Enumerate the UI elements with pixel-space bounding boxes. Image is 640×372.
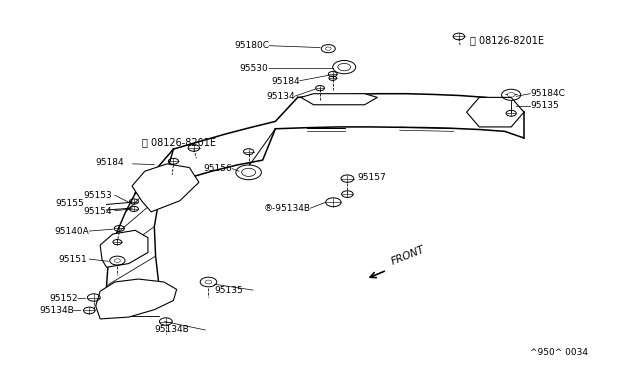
Text: ^950^ 0034: ^950^ 0034 bbox=[531, 349, 588, 357]
Text: 95134B: 95134B bbox=[40, 306, 74, 315]
Text: 95157: 95157 bbox=[357, 173, 386, 182]
Text: Ⓑ 08126-8201E: Ⓑ 08126-8201E bbox=[141, 137, 216, 147]
Text: Ⓑ 08126-8201E: Ⓑ 08126-8201E bbox=[470, 35, 544, 45]
Text: 95180C: 95180C bbox=[234, 41, 269, 50]
Text: 95530: 95530 bbox=[239, 64, 268, 73]
Polygon shape bbox=[132, 164, 199, 212]
Circle shape bbox=[205, 280, 212, 284]
Circle shape bbox=[115, 259, 120, 262]
Polygon shape bbox=[96, 279, 177, 319]
Text: 95151: 95151 bbox=[59, 254, 88, 264]
Text: 95152: 95152 bbox=[49, 294, 78, 303]
Text: 95135: 95135 bbox=[531, 101, 559, 110]
Text: 95184: 95184 bbox=[96, 158, 124, 167]
Circle shape bbox=[326, 47, 331, 50]
Text: ®-95134B: ®-95134B bbox=[264, 204, 310, 214]
Text: 95184: 95184 bbox=[271, 77, 300, 86]
Polygon shape bbox=[100, 230, 148, 267]
Text: 95140A: 95140A bbox=[54, 227, 89, 235]
Text: 95153: 95153 bbox=[83, 191, 112, 200]
Text: 95154: 95154 bbox=[83, 206, 111, 216]
Circle shape bbox=[508, 93, 515, 97]
Text: 95135: 95135 bbox=[215, 286, 244, 295]
Text: 95156: 95156 bbox=[204, 164, 232, 173]
Polygon shape bbox=[467, 97, 524, 127]
Polygon shape bbox=[301, 94, 378, 105]
Text: 95155: 95155 bbox=[56, 199, 84, 208]
Text: 95134: 95134 bbox=[266, 92, 294, 101]
Text: 95134B: 95134B bbox=[154, 326, 189, 334]
Text: 95184C: 95184C bbox=[531, 89, 565, 98]
Text: FRONT: FRONT bbox=[390, 245, 427, 267]
